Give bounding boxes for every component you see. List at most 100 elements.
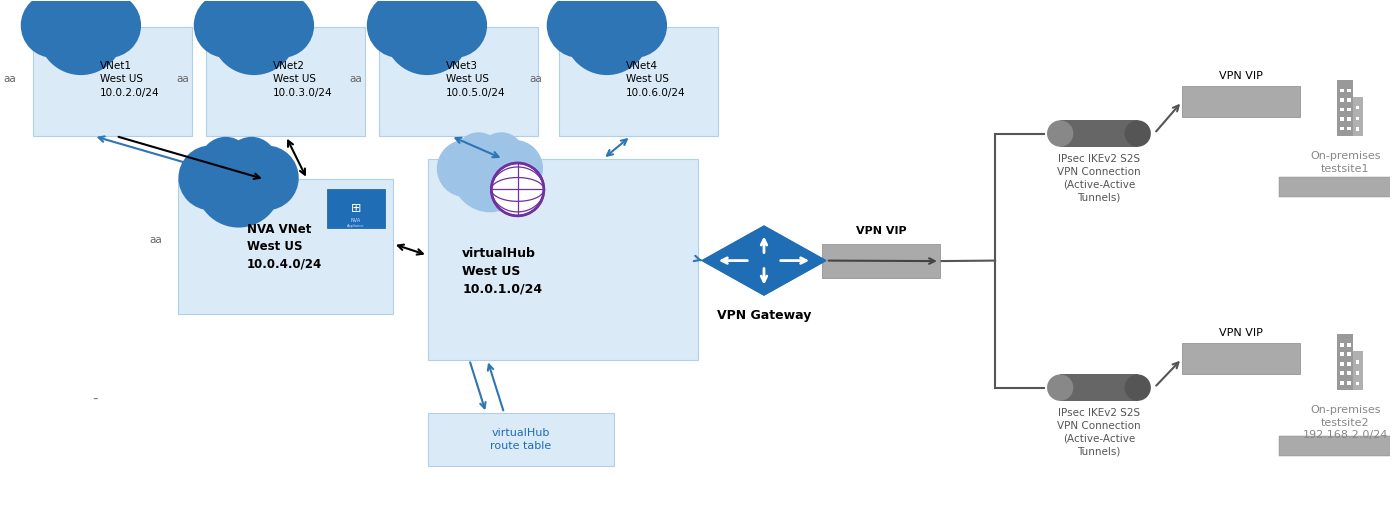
FancyBboxPatch shape xyxy=(1060,375,1137,401)
FancyBboxPatch shape xyxy=(1356,117,1360,121)
FancyBboxPatch shape xyxy=(1356,127,1360,131)
FancyBboxPatch shape xyxy=(1340,352,1344,356)
Ellipse shape xyxy=(367,0,431,58)
Ellipse shape xyxy=(211,169,266,225)
Text: virtualHub
route table: virtualHub route table xyxy=(491,428,551,451)
Text: Appliance: Appliance xyxy=(347,223,364,227)
Ellipse shape xyxy=(603,0,667,58)
FancyBboxPatch shape xyxy=(1356,370,1360,375)
FancyBboxPatch shape xyxy=(1340,107,1344,111)
Ellipse shape xyxy=(414,0,466,36)
FancyBboxPatch shape xyxy=(1347,371,1351,375)
FancyBboxPatch shape xyxy=(1347,107,1351,111)
Ellipse shape xyxy=(249,0,315,58)
Ellipse shape xyxy=(436,140,494,197)
Ellipse shape xyxy=(234,146,299,210)
Ellipse shape xyxy=(21,0,85,58)
Ellipse shape xyxy=(478,132,525,178)
Ellipse shape xyxy=(579,17,635,73)
Ellipse shape xyxy=(241,0,292,36)
FancyBboxPatch shape xyxy=(1347,117,1351,121)
FancyBboxPatch shape xyxy=(823,244,940,278)
Ellipse shape xyxy=(491,163,544,216)
Ellipse shape xyxy=(53,17,109,73)
Ellipse shape xyxy=(1046,375,1073,401)
FancyBboxPatch shape xyxy=(1351,351,1363,390)
Ellipse shape xyxy=(485,140,543,197)
Ellipse shape xyxy=(422,0,487,58)
Text: virtualHub
West US
10.0.1.0/24: virtualHub West US 10.0.1.0/24 xyxy=(462,247,543,295)
Text: IPsec IKEv2 S2S
VPN Connection
(Active-Active
Tunnels): IPsec IKEv2 S2S VPN Connection (Active-A… xyxy=(1058,154,1140,202)
Text: VPN VIP: VPN VIP xyxy=(1219,71,1263,81)
FancyBboxPatch shape xyxy=(1347,127,1351,130)
FancyBboxPatch shape xyxy=(1351,97,1363,136)
Text: VNet3
West US
10.0.5.0/24: VNet3 West US 10.0.5.0/24 xyxy=(446,61,505,98)
FancyBboxPatch shape xyxy=(1340,371,1344,375)
FancyBboxPatch shape xyxy=(206,27,365,136)
Polygon shape xyxy=(702,226,825,295)
Ellipse shape xyxy=(42,0,94,36)
Text: NVA VNet
West US
10.0.4.0/24: NVA VNet West US 10.0.4.0/24 xyxy=(248,223,322,271)
FancyBboxPatch shape xyxy=(179,179,393,314)
Text: ⊞: ⊞ xyxy=(350,202,361,215)
Ellipse shape xyxy=(227,17,281,73)
FancyBboxPatch shape xyxy=(1356,360,1360,363)
FancyBboxPatch shape xyxy=(1356,382,1360,385)
FancyBboxPatch shape xyxy=(1347,88,1351,92)
Ellipse shape xyxy=(466,161,515,211)
Ellipse shape xyxy=(1046,120,1073,147)
Ellipse shape xyxy=(547,0,611,58)
Text: VPN VIP: VPN VIP xyxy=(856,226,907,236)
FancyBboxPatch shape xyxy=(1182,343,1300,374)
FancyBboxPatch shape xyxy=(1337,80,1353,136)
Ellipse shape xyxy=(38,0,125,75)
Ellipse shape xyxy=(211,0,297,75)
Text: VNet2
West US
10.0.3.0/24: VNet2 West US 10.0.3.0/24 xyxy=(273,61,333,98)
Text: VPN Gateway: VPN Gateway xyxy=(716,309,811,322)
FancyBboxPatch shape xyxy=(1347,352,1351,356)
FancyBboxPatch shape xyxy=(1340,117,1344,121)
Ellipse shape xyxy=(595,0,645,36)
FancyBboxPatch shape xyxy=(1279,177,1399,197)
Ellipse shape xyxy=(77,0,141,58)
Text: IPsec IKEv2 S2S
VPN Connection
(Active-Active
Tunnels): IPsec IKEv2 S2S VPN Connection (Active-A… xyxy=(1058,408,1140,456)
Ellipse shape xyxy=(456,132,501,178)
Ellipse shape xyxy=(193,0,259,58)
FancyBboxPatch shape xyxy=(1340,343,1344,346)
FancyBboxPatch shape xyxy=(1060,120,1137,147)
Ellipse shape xyxy=(225,137,277,189)
FancyBboxPatch shape xyxy=(1347,381,1351,385)
FancyBboxPatch shape xyxy=(1347,98,1351,102)
FancyBboxPatch shape xyxy=(1347,343,1351,346)
FancyBboxPatch shape xyxy=(428,159,698,360)
FancyBboxPatch shape xyxy=(1356,106,1360,109)
FancyBboxPatch shape xyxy=(1340,362,1344,365)
Ellipse shape xyxy=(69,0,119,36)
Ellipse shape xyxy=(389,0,439,36)
FancyBboxPatch shape xyxy=(379,27,539,136)
Ellipse shape xyxy=(1125,375,1151,401)
Ellipse shape xyxy=(215,0,267,36)
Text: -: - xyxy=(92,390,98,405)
Ellipse shape xyxy=(200,137,252,189)
FancyBboxPatch shape xyxy=(1340,88,1344,92)
FancyBboxPatch shape xyxy=(326,190,385,227)
Ellipse shape xyxy=(564,0,651,75)
Ellipse shape xyxy=(568,0,620,36)
Text: NVA: NVA xyxy=(351,218,361,223)
Text: VNet1
West US
10.0.2.0/24: VNet1 West US 10.0.2.0/24 xyxy=(99,61,159,98)
FancyBboxPatch shape xyxy=(1279,436,1399,456)
Text: On-premises
testsite1: On-premises testsite1 xyxy=(1309,151,1381,174)
FancyBboxPatch shape xyxy=(1337,334,1353,390)
Text: VNet4
West US
10.0.6.0/24: VNet4 West US 10.0.6.0/24 xyxy=(625,61,686,98)
FancyBboxPatch shape xyxy=(34,27,192,136)
Ellipse shape xyxy=(399,17,455,73)
FancyBboxPatch shape xyxy=(1340,98,1344,102)
Ellipse shape xyxy=(1125,120,1151,147)
FancyBboxPatch shape xyxy=(1182,86,1300,117)
Ellipse shape xyxy=(179,146,243,210)
Text: aa: aa xyxy=(150,235,162,245)
FancyBboxPatch shape xyxy=(1340,381,1344,385)
Text: aa: aa xyxy=(350,74,362,84)
FancyBboxPatch shape xyxy=(1340,127,1344,130)
